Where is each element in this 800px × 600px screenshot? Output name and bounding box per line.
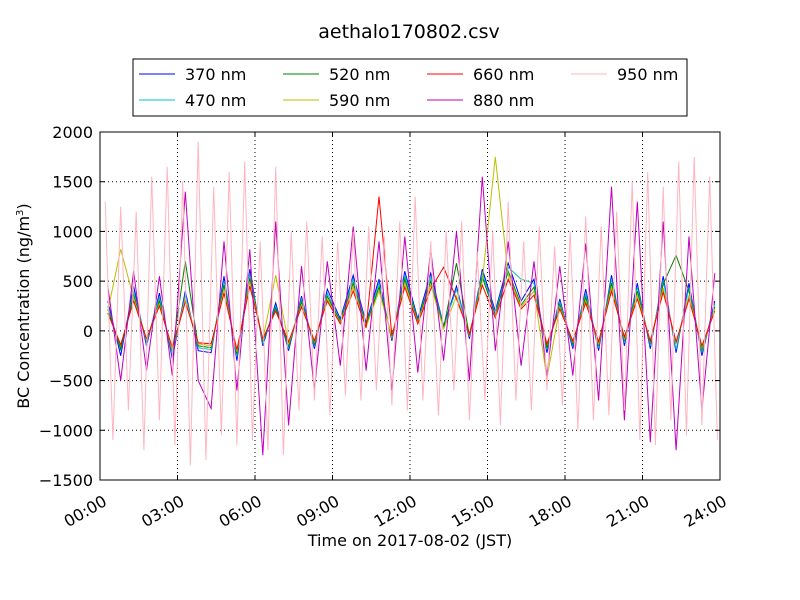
legend-box [132, 58, 688, 117]
y-axis-label-main: BC Concentration (ng/m [14, 216, 33, 409]
legend-label: 590 nm [329, 91, 390, 110]
legend-label: 660 nm [473, 65, 534, 84]
y-tick-label: 2000 [52, 123, 93, 142]
series-layer [104, 141, 718, 466]
y-tick-label: 0 [83, 322, 93, 341]
y-axis-label-superscript: 3 [15, 210, 26, 216]
legend-label: 470 nm [185, 91, 246, 110]
series-line-950-nm [104, 141, 718, 466]
y-tick-label: −500 [49, 372, 93, 391]
y-tick-label: 1000 [52, 222, 93, 241]
y-axis-label: BC Concentration (ng/m3) [14, 203, 33, 408]
legend-label: 950 nm [617, 65, 678, 84]
x-axis-label: Time on 2017-08-02 (JST) [307, 531, 512, 550]
y-axis-label-end: ) [14, 203, 33, 209]
y-tick-label: −1500 [39, 471, 93, 490]
y-tick-label: 500 [62, 272, 93, 291]
legend-label: 520 nm [329, 65, 390, 84]
y-tick-label: −1000 [39, 421, 93, 440]
y-tick-label: 1500 [52, 173, 93, 192]
chart-title: aethalo170802.csv [318, 21, 500, 43]
legend-label: 370 nm [185, 65, 246, 84]
legend-label: 880 nm [473, 91, 534, 110]
legend: 370 nm 470 nm 520 nm 590 nm 660 nm 880 nm 950 … [132, 58, 688, 117]
